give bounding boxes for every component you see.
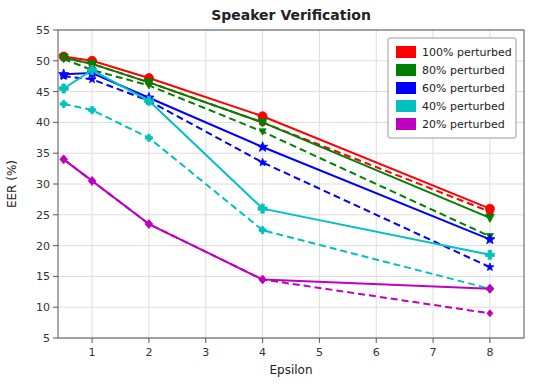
marker: [145, 220, 153, 229]
y-tick-label: 40: [36, 116, 50, 129]
marker: [486, 284, 494, 293]
axes: 12345678510152025303540455055: [36, 24, 524, 359]
y-axis-label: EER (%): [5, 160, 19, 208]
title: Speaker Verification: [211, 7, 371, 23]
x-tick-label: 3: [202, 346, 209, 359]
legend-label: 80% perturbed: [422, 64, 505, 77]
marker: [260, 276, 266, 283]
marker: [487, 310, 493, 317]
y-grid-line: [58, 276, 524, 277]
plot-frame: [58, 30, 524, 338]
y-tick-label: 10: [36, 301, 50, 314]
marker: [89, 107, 96, 114]
y-tick: [53, 91, 58, 92]
grid: [58, 30, 524, 338]
x-tick-label: 4: [259, 346, 266, 359]
y-tick-label: 15: [36, 270, 50, 283]
x-tick-label: 5: [316, 346, 323, 359]
y-tick: [53, 245, 58, 246]
y-tick-label: 5: [43, 332, 50, 345]
marker: [60, 100, 67, 107]
x-axis-label: Epsilon: [269, 363, 312, 377]
y-grid-line: [58, 184, 524, 185]
marker: [259, 129, 266, 135]
marker: [485, 204, 494, 213]
y-grid-line: [58, 245, 524, 246]
y-grid-line: [58, 153, 524, 154]
marker: [257, 142, 267, 152]
x-tick: [205, 338, 206, 343]
x-tick: [376, 338, 377, 343]
marker: [59, 69, 69, 79]
y-tick: [53, 153, 58, 154]
legend-swatch: [396, 100, 416, 112]
y-tick: [53, 60, 58, 61]
x-tick: [148, 338, 149, 343]
legend-label: 60% perturbed: [422, 82, 505, 95]
marker: [61, 156, 67, 163]
y-tick: [53, 307, 58, 308]
marker: [259, 158, 267, 166]
y-tick-label: 20: [36, 240, 50, 253]
marker: [60, 155, 68, 164]
marker: [144, 79, 153, 87]
legend-label: 100% perturbed: [422, 46, 512, 59]
marker: [259, 227, 266, 234]
y-tick: [53, 276, 58, 277]
legend: 100% perturbed 80% perturbed 60% perturbed…: [388, 38, 516, 138]
solid-line: [64, 159, 490, 288]
legend-swatch: [396, 118, 416, 130]
y-tick: [53, 338, 58, 339]
marker: [485, 250, 494, 259]
x-tick: [433, 338, 434, 343]
marker: [486, 263, 494, 271]
legend-box: [388, 38, 516, 138]
marker: [145, 134, 152, 141]
y-tick: [53, 122, 58, 123]
y-tick-label: 45: [36, 86, 50, 99]
marker: [485, 214, 494, 222]
y-tick-label: 55: [36, 24, 50, 37]
x-tick: [92, 338, 93, 343]
y-tick-label: 25: [36, 209, 50, 222]
marker: [89, 177, 95, 184]
x-tick-label: 6: [373, 346, 380, 359]
legend-swatch: [396, 82, 416, 94]
plot-background: [58, 30, 524, 338]
marker: [485, 234, 495, 244]
y-grid-line: [58, 307, 524, 308]
marker: [259, 275, 267, 284]
x-tick: [489, 338, 490, 343]
y-tick-label: 50: [36, 55, 50, 68]
marker: [258, 119, 267, 127]
marker: [146, 221, 152, 228]
marker: [258, 204, 267, 213]
legend-swatch: [396, 64, 416, 76]
y-tick: [53, 214, 58, 215]
x-tick: [262, 338, 263, 343]
marker: [88, 66, 97, 75]
x-tick: [319, 338, 320, 343]
y-tick-label: 30: [36, 178, 50, 191]
marker: [88, 176, 96, 185]
series: [61, 156, 493, 317]
series: [60, 155, 494, 293]
legend-label: 40% perturbed: [422, 100, 505, 113]
chart: 12345678510152025303540455055Speaker Ver…: [0, 0, 538, 384]
x-tick-label: 8: [486, 346, 493, 359]
x-tick-label: 2: [145, 346, 152, 359]
y-tick-label: 35: [36, 147, 50, 160]
marker: [486, 285, 493, 292]
marker: [59, 84, 68, 93]
x-tick-label: 1: [89, 346, 96, 359]
marker: [59, 54, 68, 62]
y-tick: [53, 30, 58, 31]
marker: [144, 96, 153, 105]
x-tick-label: 7: [430, 346, 437, 359]
y-tick: [53, 184, 58, 185]
legend-swatch: [396, 46, 416, 58]
legend-label: 20% perturbed: [422, 118, 505, 131]
